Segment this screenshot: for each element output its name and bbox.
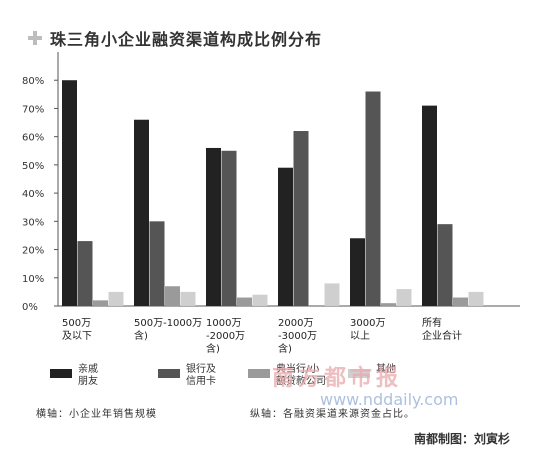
bar-s0-c4 — [350, 238, 365, 306]
bar-s0-c5 — [422, 105, 437, 306]
bar-s1-c5 — [437, 224, 453, 306]
watermark-url: www.nddaily.com — [320, 390, 459, 409]
bar-s3-c1 — [180, 291, 196, 306]
legend-item: 典当行/小 额贷款公司 — [248, 364, 326, 388]
legend-item: 亲戚 朋友 — [50, 364, 98, 388]
y-tick-label: 80% — [22, 76, 44, 87]
x-tick-label: 500万 — [62, 318, 91, 329]
bar-s3-c2 — [252, 294, 268, 306]
legend-swatch — [248, 369, 270, 378]
bar-s1-c4 — [365, 91, 381, 306]
x-tick-label: 企业合计 — [422, 329, 462, 342]
plus-icon — [28, 31, 42, 45]
chart-title: 珠三角小企业融资渠道构成比例分布 — [50, 30, 323, 49]
y-tick-label: 10% — [22, 274, 44, 285]
y-axis-note: 纵轴：各融资渠道来源资金占比。 — [250, 409, 415, 420]
x-tick-label: 1000万 — [206, 318, 241, 329]
legend-label: 亲戚 朋友 — [78, 364, 98, 387]
x-tick-label: 含) — [278, 342, 292, 355]
bar-s3-c4 — [396, 289, 412, 306]
y-tick-label: 20% — [22, 246, 44, 257]
credit: 南都制图：刘寅杉 — [413, 432, 510, 446]
x-tick-label: -2000万 — [206, 331, 245, 342]
bar-s1-c1 — [149, 221, 165, 306]
x-tick-label: 所有 — [422, 316, 442, 329]
bar-s3-c0 — [108, 291, 124, 306]
y-tick-label: 60% — [22, 133, 44, 144]
bar-s0-c2 — [206, 147, 221, 306]
y-tick-label: 40% — [22, 189, 44, 200]
x-tick-label: 以上 — [350, 330, 370, 342]
watermark-text: 南方都市报 — [272, 366, 403, 391]
legend-item: 银行及 信用卡 — [158, 364, 216, 388]
y-tick-label: 50% — [22, 161, 44, 172]
bar-s3-c3 — [324, 283, 340, 306]
x-tick-label: 500万-1000万 — [134, 318, 202, 329]
legend-swatch — [50, 369, 72, 378]
bar-s1-c0 — [77, 241, 93, 306]
x-tick-label: 3000万 — [350, 318, 385, 329]
x-tick-label: 及以下 — [62, 330, 92, 342]
x-tick-label: 含) — [134, 329, 148, 342]
legend-swatch — [348, 369, 370, 378]
legend-label: 其他 — [376, 364, 396, 375]
bar-s2-c4 — [381, 303, 396, 306]
bar-s0-c3 — [278, 167, 293, 306]
y-tick-label: 30% — [22, 217, 44, 228]
bar-s2-c1 — [165, 286, 180, 306]
x-tick-label: 2000万 — [278, 318, 313, 329]
bar-s2-c5 — [453, 297, 468, 306]
y-tick-label: 0% — [22, 302, 38, 313]
legend-swatch — [158, 369, 180, 378]
bar-s0-c1 — [134, 119, 149, 306]
bar-s2-c2 — [237, 297, 252, 306]
y-tick-label: 70% — [22, 104, 44, 115]
legend-label: 银行及 信用卡 — [186, 364, 216, 387]
bar-s1-c2 — [221, 150, 237, 306]
title-row: 珠三角小企业融资渠道构成比例分布 — [28, 26, 322, 50]
bar-s3-c5 — [468, 291, 484, 306]
x-tick-label: 含) — [206, 342, 220, 355]
x-axis-note: 横轴：小企业年销售规模 — [36, 409, 157, 420]
legend-label: 典当行/小 额贷款公司 — [276, 364, 326, 387]
bar-s0-c0 — [62, 80, 77, 306]
legend-item: 其他 — [348, 364, 396, 378]
bar-s2-c0 — [93, 300, 108, 306]
legend: 亲戚 朋友 银行及 信用卡 典当行/小 额贷款公司 其他 — [30, 360, 530, 400]
bar-s1-c3 — [293, 131, 309, 306]
x-tick-label: -3000万 — [278, 331, 317, 342]
